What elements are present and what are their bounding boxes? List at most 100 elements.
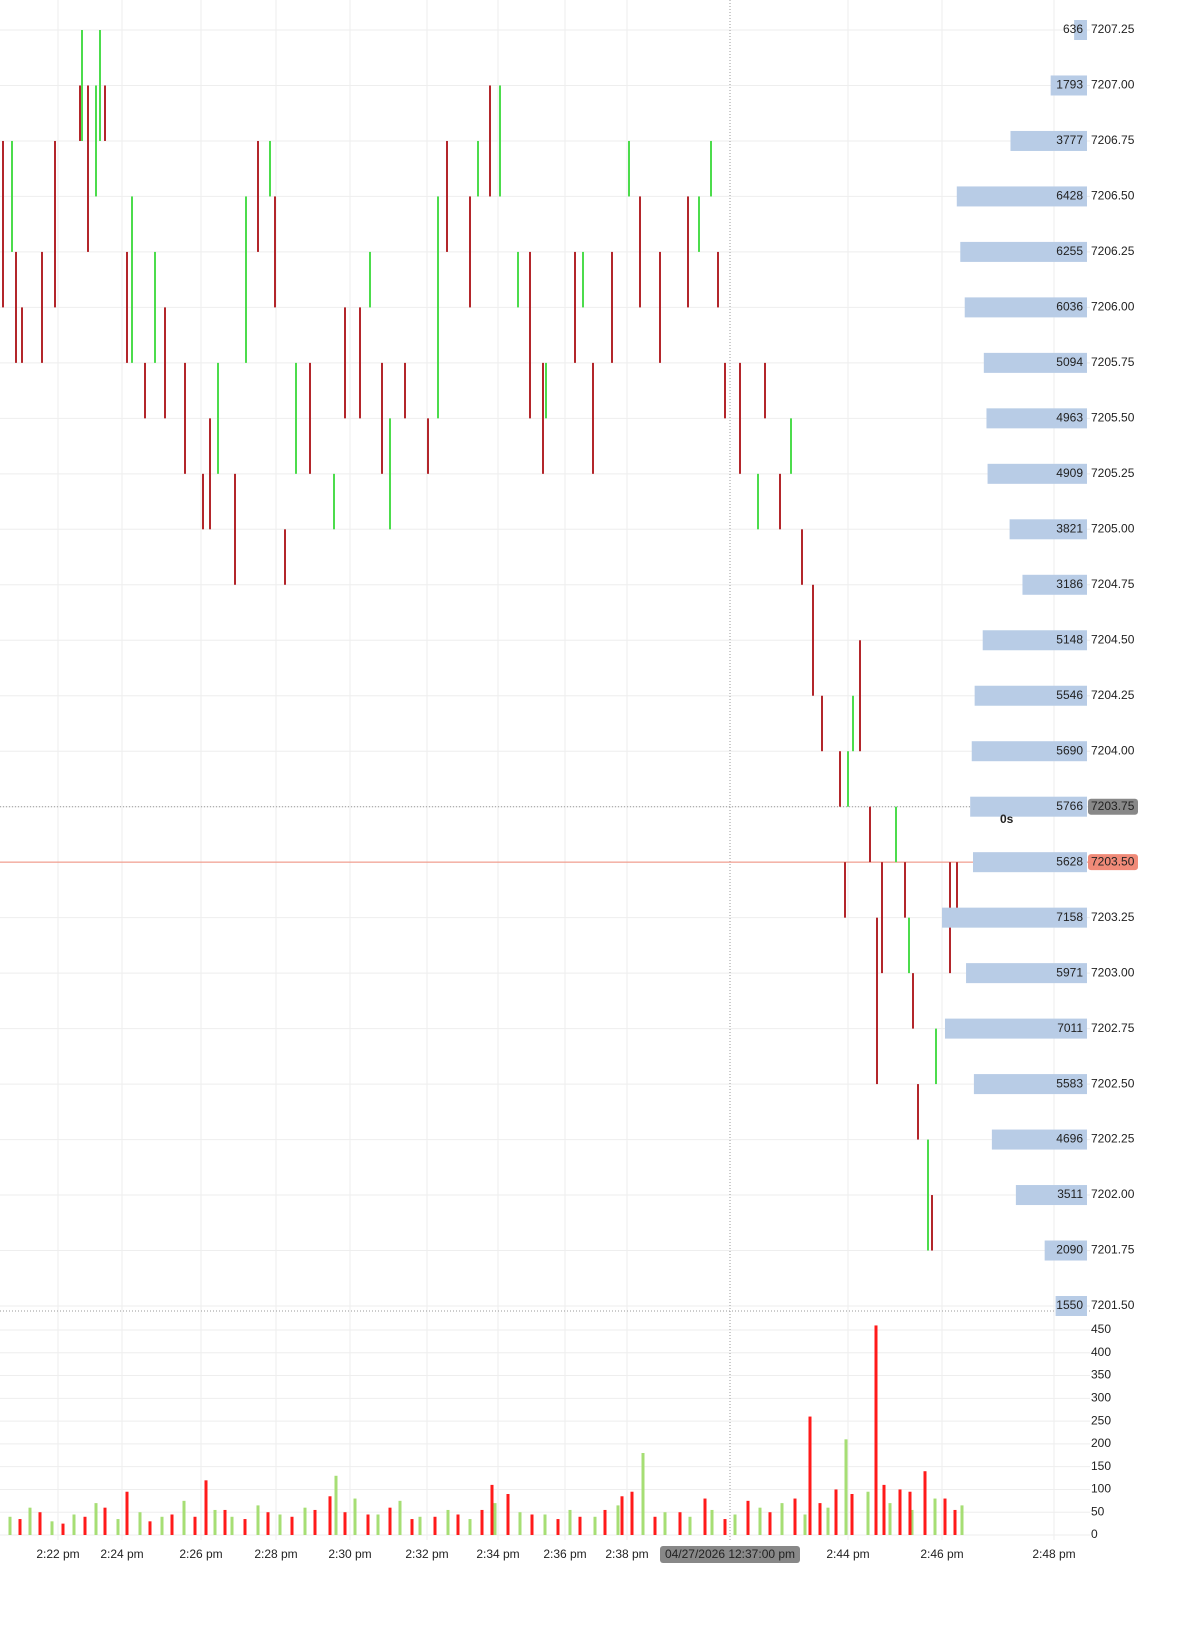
volume-bar <box>366 1514 370 1535</box>
profile-label: 3777 <box>1056 133 1083 147</box>
volume-bar <box>230 1516 234 1535</box>
profile-label: 6255 <box>1056 244 1083 258</box>
volume-bar <box>620 1496 624 1535</box>
volume-tick-label: 150 <box>1091 1459 1111 1473</box>
trade-bar <box>529 251 531 419</box>
volume-bar <box>116 1519 120 1535</box>
trade-bar <box>245 196 247 363</box>
profile-label: 5628 <box>1056 854 1083 868</box>
volume-bar <box>834 1489 838 1535</box>
volume-bar <box>193 1516 197 1535</box>
volume-bar <box>850 1494 854 1535</box>
profile-bar <box>1010 130 1087 151</box>
trade-bar <box>639 196 641 308</box>
profile-bar <box>970 796 1087 817</box>
profile-bar <box>964 297 1087 318</box>
trade-bar <box>144 362 146 419</box>
volume-bar <box>490 1484 494 1535</box>
volume-bar <box>616 1505 620 1535</box>
volume-bar <box>334 1475 338 1535</box>
volume-bar <box>923 1471 927 1535</box>
trade-bar <box>927 1139 929 1251</box>
trade-bar <box>812 584 814 696</box>
volume-bar <box>703 1498 707 1535</box>
trade-bar <box>545 362 547 419</box>
trade-bar <box>427 418 429 474</box>
volume-bar <box>148 1521 152 1535</box>
price-label: 7205.75 <box>1091 355 1135 369</box>
trade-bar <box>404 362 406 419</box>
volume-bar <box>480 1509 484 1535</box>
profile-label: 5094 <box>1056 355 1083 369</box>
volume-bar <box>94 1503 98 1535</box>
trade-bar <box>446 140 448 252</box>
trade-bar <box>2 140 4 308</box>
volume-bar <box>603 1509 607 1535</box>
profile-bar <box>1044 1240 1087 1261</box>
volume-bar <box>898 1489 902 1535</box>
profile-bar <box>944 1018 1087 1039</box>
volume-bar <box>746 1500 750 1535</box>
trade-bar <box>717 251 719 308</box>
volume-bar <box>8 1516 12 1535</box>
trade-bar <box>542 362 544 474</box>
trade-bar <box>333 473 335 530</box>
profile-bar <box>1015 1185 1087 1206</box>
time-label: 2:24 pm <box>100 1547 143 1561</box>
volume-bar <box>125 1491 129 1535</box>
trade-bar <box>844 862 846 918</box>
volume-bar <box>780 1503 784 1535</box>
trade-bar <box>687 196 689 308</box>
trade-bar <box>592 362 594 474</box>
profile-label: 3821 <box>1056 521 1083 535</box>
trade-bar <box>628 140 630 197</box>
trade-bar <box>154 251 156 363</box>
trade-bar <box>381 362 383 474</box>
crosshair-time: 04/27/2026 12:37:00 pm <box>665 1547 795 1561</box>
profile-bar <box>972 852 1087 873</box>
profile-bar <box>960 241 1087 262</box>
volume-bar <box>910 1509 914 1535</box>
trade-bar <box>257 140 259 252</box>
trade-bar <box>217 362 219 474</box>
trade-bar <box>95 85 97 197</box>
trade-bar <box>87 85 89 252</box>
volume-bar <box>568 1509 572 1535</box>
volume-bar <box>103 1507 107 1535</box>
volume-bar <box>243 1519 247 1535</box>
profile-label: 4696 <box>1056 1132 1083 1146</box>
trade-bar <box>956 862 958 918</box>
trade-bar <box>739 362 741 474</box>
profile-label: 7011 <box>1057 1021 1083 1035</box>
price-label: 7205.50 <box>1091 411 1135 425</box>
trade-bar <box>790 418 792 474</box>
price-label: 7205.25 <box>1091 466 1135 480</box>
volume-bar <box>256 1505 260 1535</box>
time-label: 2:30 pm <box>328 1547 371 1561</box>
trade-bar <box>876 917 878 1085</box>
volume-bar <box>204 1480 208 1535</box>
trade-bar <box>15 251 17 363</box>
time-label: 2:48 pm <box>1032 1547 1075 1561</box>
price-label: 7203.25 <box>1091 910 1135 924</box>
price-label: 7203.00 <box>1091 965 1135 979</box>
volume-bar <box>506 1494 510 1535</box>
volume-bar <box>83 1516 87 1535</box>
volume-bar <box>803 1514 807 1535</box>
price-label: 7204.00 <box>1091 743 1135 757</box>
trade-bar <box>912 973 914 1029</box>
volume-tick-label: 0 <box>1091 1527 1098 1541</box>
profile-bar <box>973 1074 1087 1095</box>
trade-bar <box>908 917 910 974</box>
volume-tick-label: 100 <box>1091 1482 1111 1496</box>
volume-bar <box>410 1519 414 1535</box>
profile-bar <box>956 186 1087 207</box>
volume-tick-label: 300 <box>1091 1391 1111 1405</box>
volume-bar <box>138 1512 142 1535</box>
time-label: 2:32 pm <box>405 1547 448 1561</box>
volume-bar <box>376 1514 380 1535</box>
trade-bar <box>309 362 311 474</box>
crosshair-time-badge <box>660 1546 800 1563</box>
trade-bar <box>99 30 101 141</box>
volume-bar <box>960 1505 964 1535</box>
